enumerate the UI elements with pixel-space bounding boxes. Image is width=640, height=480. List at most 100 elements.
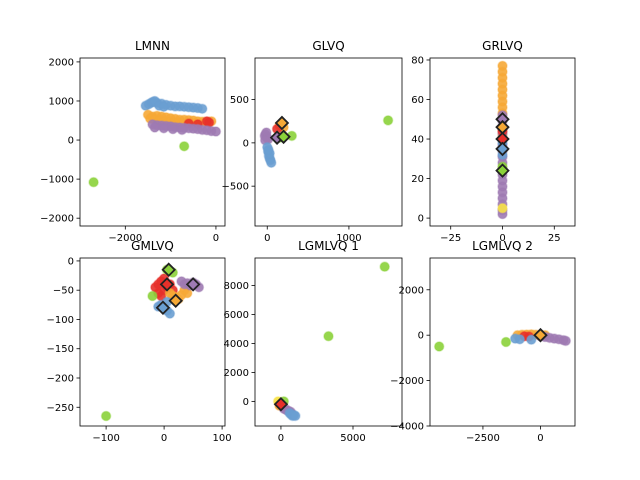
data-point — [164, 308, 176, 319]
y-tick-label: 40 — [411, 135, 424, 146]
y-tick-label: 0 — [418, 331, 424, 342]
data-point — [158, 123, 170, 134]
y-tick-label: 0 — [243, 138, 249, 149]
y-tick-label: 0 — [243, 397, 249, 408]
x-tick-label: −2000 — [108, 233, 142, 244]
data-point — [514, 333, 526, 345]
axes-frame — [254, 57, 403, 227]
prototype-marker — [495, 163, 510, 178]
x-tick-label: −100 — [92, 433, 119, 444]
y-tick-label: −1000 — [40, 175, 74, 186]
y-tick-label: 500 — [230, 95, 249, 106]
data-point — [526, 334, 537, 346]
prototype-marker — [185, 277, 201, 292]
data-point — [323, 330, 334, 342]
data-point — [176, 124, 188, 136]
subplot-1: LMNN −2000 0 −2000 −1000 0 1000 2000 — [40, 39, 226, 244]
subplot-title: LGMLVQ 1 — [298, 239, 359, 253]
data-point — [290, 410, 301, 422]
y-tick-label: 0 — [68, 256, 74, 267]
prototype-marker — [495, 141, 510, 157]
y-tick-label: 2000 — [399, 285, 424, 296]
x-tick-label: 0 — [499, 233, 505, 244]
y-tick-label: −2000 — [40, 214, 74, 225]
x-tick-label: 0 — [213, 233, 219, 244]
data-point — [196, 103, 208, 115]
y-tick-label: −150 — [47, 344, 74, 355]
y-tick-label: 2000 — [224, 368, 249, 379]
prototype-marker — [161, 262, 177, 277]
x-tick-label: 5000 — [340, 433, 365, 444]
prototype-marker — [155, 300, 171, 316]
y-tick-label: 0 — [418, 214, 424, 225]
data-point — [167, 123, 179, 135]
x-tick-label: −2500 — [466, 433, 500, 444]
prototype-marker — [159, 277, 175, 292]
x-tick-label: 25 — [548, 233, 561, 244]
axes-frame — [79, 257, 226, 427]
y-tick-label: −50 — [53, 286, 74, 297]
data-point — [88, 176, 99, 188]
subplot-title: LGMLVQ 2 — [472, 239, 533, 253]
subplot-5: LGMLVQ 1 0 5000 0 2000 4000 6000 8000 — [224, 239, 403, 444]
data-point — [265, 157, 277, 169]
axes-frame — [79, 57, 226, 227]
prototype-marker — [533, 327, 548, 343]
data-point — [497, 202, 508, 214]
prototype-marker — [273, 397, 289, 412]
x-tick-label: 0 — [161, 433, 167, 444]
y-tick-label: −250 — [47, 403, 74, 414]
y-tick-label: −100 — [47, 315, 74, 326]
subplot-title: GMLVQ — [131, 239, 174, 253]
y-tick-label: 4000 — [224, 339, 249, 350]
prototype-marker — [274, 115, 290, 131]
data-point — [433, 341, 445, 352]
data-point — [382, 115, 394, 126]
y-tick-label: 6000 — [224, 310, 249, 321]
y-tick-label: −4000 — [390, 422, 424, 433]
data-point — [149, 122, 161, 133]
subplot-marks — [88, 95, 222, 188]
data-point — [379, 261, 391, 273]
y-tick-label: 1000 — [49, 96, 74, 107]
subplot-marks — [495, 60, 510, 220]
subplot-3: GRLVQ −25 0 25 0 20 40 60 80 — [411, 39, 576, 244]
data-point — [158, 101, 170, 113]
data-point — [263, 144, 274, 156]
y-tick-label: 8000 — [224, 281, 249, 292]
subplot-marks — [100, 262, 205, 422]
data-point — [210, 126, 222, 137]
subplot-marks — [272, 261, 391, 422]
y-tick-label: −200 — [47, 374, 74, 385]
subplot-2: GLVQ 0 1000 −500 0 500 — [222, 39, 403, 244]
x-tick-label: 100 — [213, 433, 232, 444]
y-tick-label: 20 — [411, 174, 424, 185]
y-tick-label: 2000 — [49, 57, 74, 68]
data-point — [178, 140, 190, 152]
y-tick-label: 0 — [68, 136, 74, 147]
x-tick-label: −25 — [440, 233, 461, 244]
data-point — [500, 336, 512, 348]
x-tick-label: 0 — [537, 433, 543, 444]
axes-frame — [429, 257, 576, 427]
subplot-title: GLVQ — [312, 39, 344, 53]
prototype-marker — [168, 293, 183, 309]
y-tick-label: −2000 — [390, 376, 424, 387]
y-tick-label: 60 — [411, 95, 424, 106]
subplot-title: GRLVQ — [482, 39, 523, 53]
prototype-marker — [276, 129, 291, 145]
data-point — [147, 290, 158, 302]
x-tick-label: 0 — [264, 233, 270, 244]
subplot-marks — [259, 115, 394, 169]
data-point — [560, 335, 572, 347]
axes-frame — [254, 257, 403, 427]
y-tick-label: −500 — [222, 182, 249, 193]
x-tick-label: 1000 — [336, 233, 361, 244]
subplot-4: GMLVQ −100 0 100 −250 −200 −150 −100 −50 0 — [47, 239, 232, 444]
subplot-6: LGMLVQ 2 −2500 0 −4000 −2000 0 2000 — [390, 239, 576, 444]
y-tick-label: 80 — [411, 55, 424, 66]
data-point — [100, 410, 112, 422]
subplot-marks — [433, 327, 572, 352]
